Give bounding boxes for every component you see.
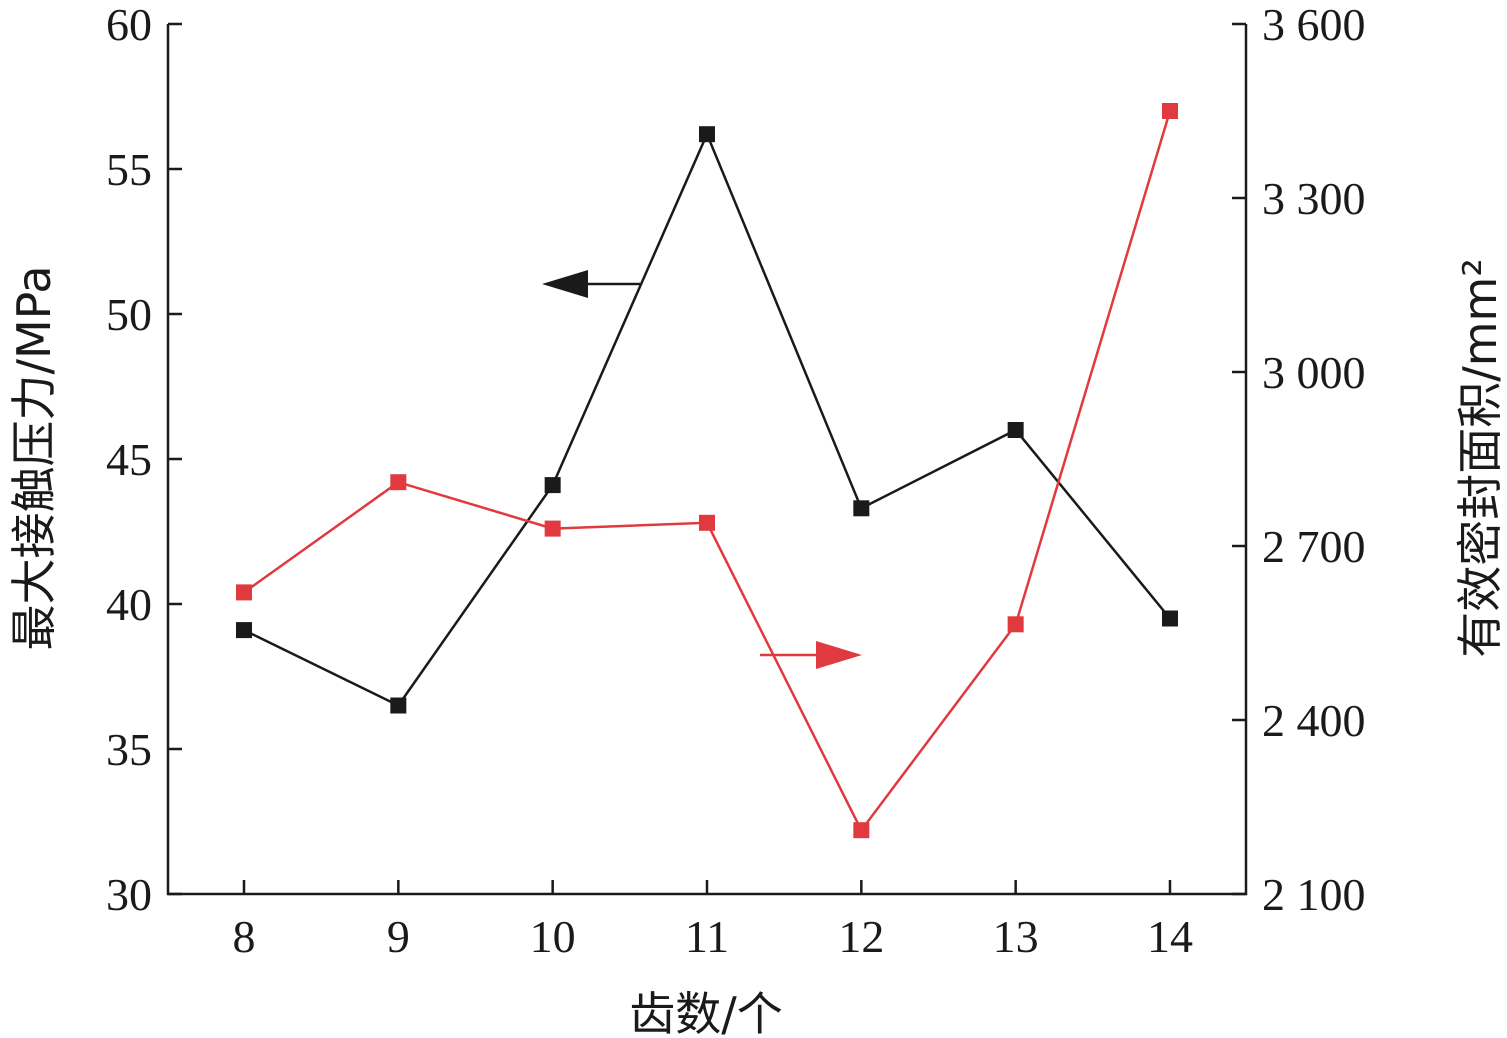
y-axis-left-title: 最大接触压力/MPa: [7, 265, 61, 650]
y-left-tick-label: 30: [106, 869, 152, 920]
axes: [166, 24, 1248, 896]
series-left-point: [236, 622, 252, 639]
right-arrow-head: [816, 641, 862, 669]
series-left-line: [243, 131, 1171, 708]
left-arrow-head: [542, 270, 588, 298]
series-right-point: [544, 520, 561, 537]
y-left-tick-label: 45: [106, 434, 152, 485]
y-right-tick-label: 2 100: [1262, 869, 1366, 920]
series-left-point: [698, 126, 715, 143]
y-right-tick-label: 3 300: [1262, 173, 1366, 224]
x-tick-label: 9: [387, 911, 410, 962]
axis-frame: [166, 24, 1248, 896]
y-left-tick-label: 60: [106, 0, 152, 50]
series-left-point: [390, 697, 407, 714]
x-axis-title: 齿数/个: [629, 987, 783, 1038]
series-left-point: [544, 477, 561, 494]
annotations: [542, 270, 862, 669]
series-right-point: [853, 822, 870, 839]
y-right-tick-label: 3 000: [1262, 347, 1366, 398]
y-right-tick-label: 2 400: [1262, 695, 1366, 746]
x-tick-label: 14: [1147, 911, 1193, 962]
x-tick-label: 10: [530, 911, 576, 962]
ticks: 30 35 40 45 50 55 60 2 100 2 400 2 700 3 000 3 300 3…: [106, 0, 1366, 962]
x-tick-label: 8: [233, 911, 256, 962]
series-right-point: [236, 584, 252, 601]
y-left-tick-label: 35: [106, 724, 152, 775]
y-left-tick-label: 40: [106, 579, 152, 630]
y-axis-right-title: 有效密封面积/mm²: [1453, 258, 1507, 658]
series-left-point: [1007, 422, 1024, 438]
x-tick-label: 13: [993, 911, 1039, 962]
series-left-point: [853, 500, 870, 517]
series-right-point: [390, 474, 407, 491]
series-right-point: [1007, 616, 1024, 633]
y-left-tick-label: 55: [106, 144, 152, 195]
x-tick-label: 11: [685, 911, 729, 962]
series-right-point: [698, 514, 715, 531]
series-left-point: [1161, 610, 1178, 627]
y-left-tick-label: 50: [106, 289, 152, 340]
series-layer: [236, 103, 1178, 839]
y-right-tick-label: 2 700: [1262, 521, 1366, 572]
y-right-tick-label: 3 600: [1262, 0, 1366, 50]
series-right-point: [1161, 103, 1178, 119]
x-tick-label: 12: [838, 911, 884, 962]
series-right-line: [243, 110, 1172, 833]
